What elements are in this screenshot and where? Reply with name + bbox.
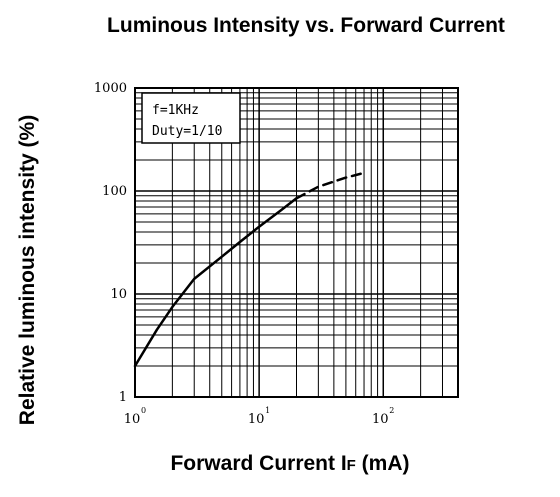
y-tick-label: 100 bbox=[102, 184, 127, 199]
x-axis-label-unit: (mA) bbox=[355, 452, 410, 475]
annotation-box: f=1KHz Duty=1/10 bbox=[141, 92, 241, 144]
x-tick-label: 10 bbox=[124, 412, 141, 427]
y-tick-label: 1000 bbox=[94, 81, 127, 96]
x-tick-exponent: 2 bbox=[389, 406, 394, 415]
chart-title: Luminous Intensity vs. Forward Current bbox=[107, 14, 505, 37]
x-tick-exponent: 1 bbox=[265, 406, 270, 415]
x-tick-label: 10 bbox=[372, 412, 389, 427]
x-tick-label: 10 bbox=[248, 412, 265, 427]
annotation-frame bbox=[141, 92, 241, 144]
x-axis-label-main: Forward Current I bbox=[170, 452, 347, 475]
y-tick-label: 10 bbox=[110, 287, 127, 302]
annotation-frequency: f=1KHz bbox=[152, 103, 199, 118]
x-axis-label: Forward Current IF (mA) bbox=[0, 452, 560, 476]
y-tick-label: 1 bbox=[119, 390, 127, 405]
series bbox=[133, 171, 366, 368]
annotation-duty: Duty=1/10 bbox=[152, 124, 222, 139]
x-axis-label-subscript: F bbox=[346, 457, 356, 474]
series-line-dashed bbox=[295, 171, 366, 200]
series-line-solid bbox=[133, 197, 298, 368]
x-tick-exponent: 0 bbox=[141, 406, 146, 415]
plot-frame bbox=[134, 87, 459, 398]
